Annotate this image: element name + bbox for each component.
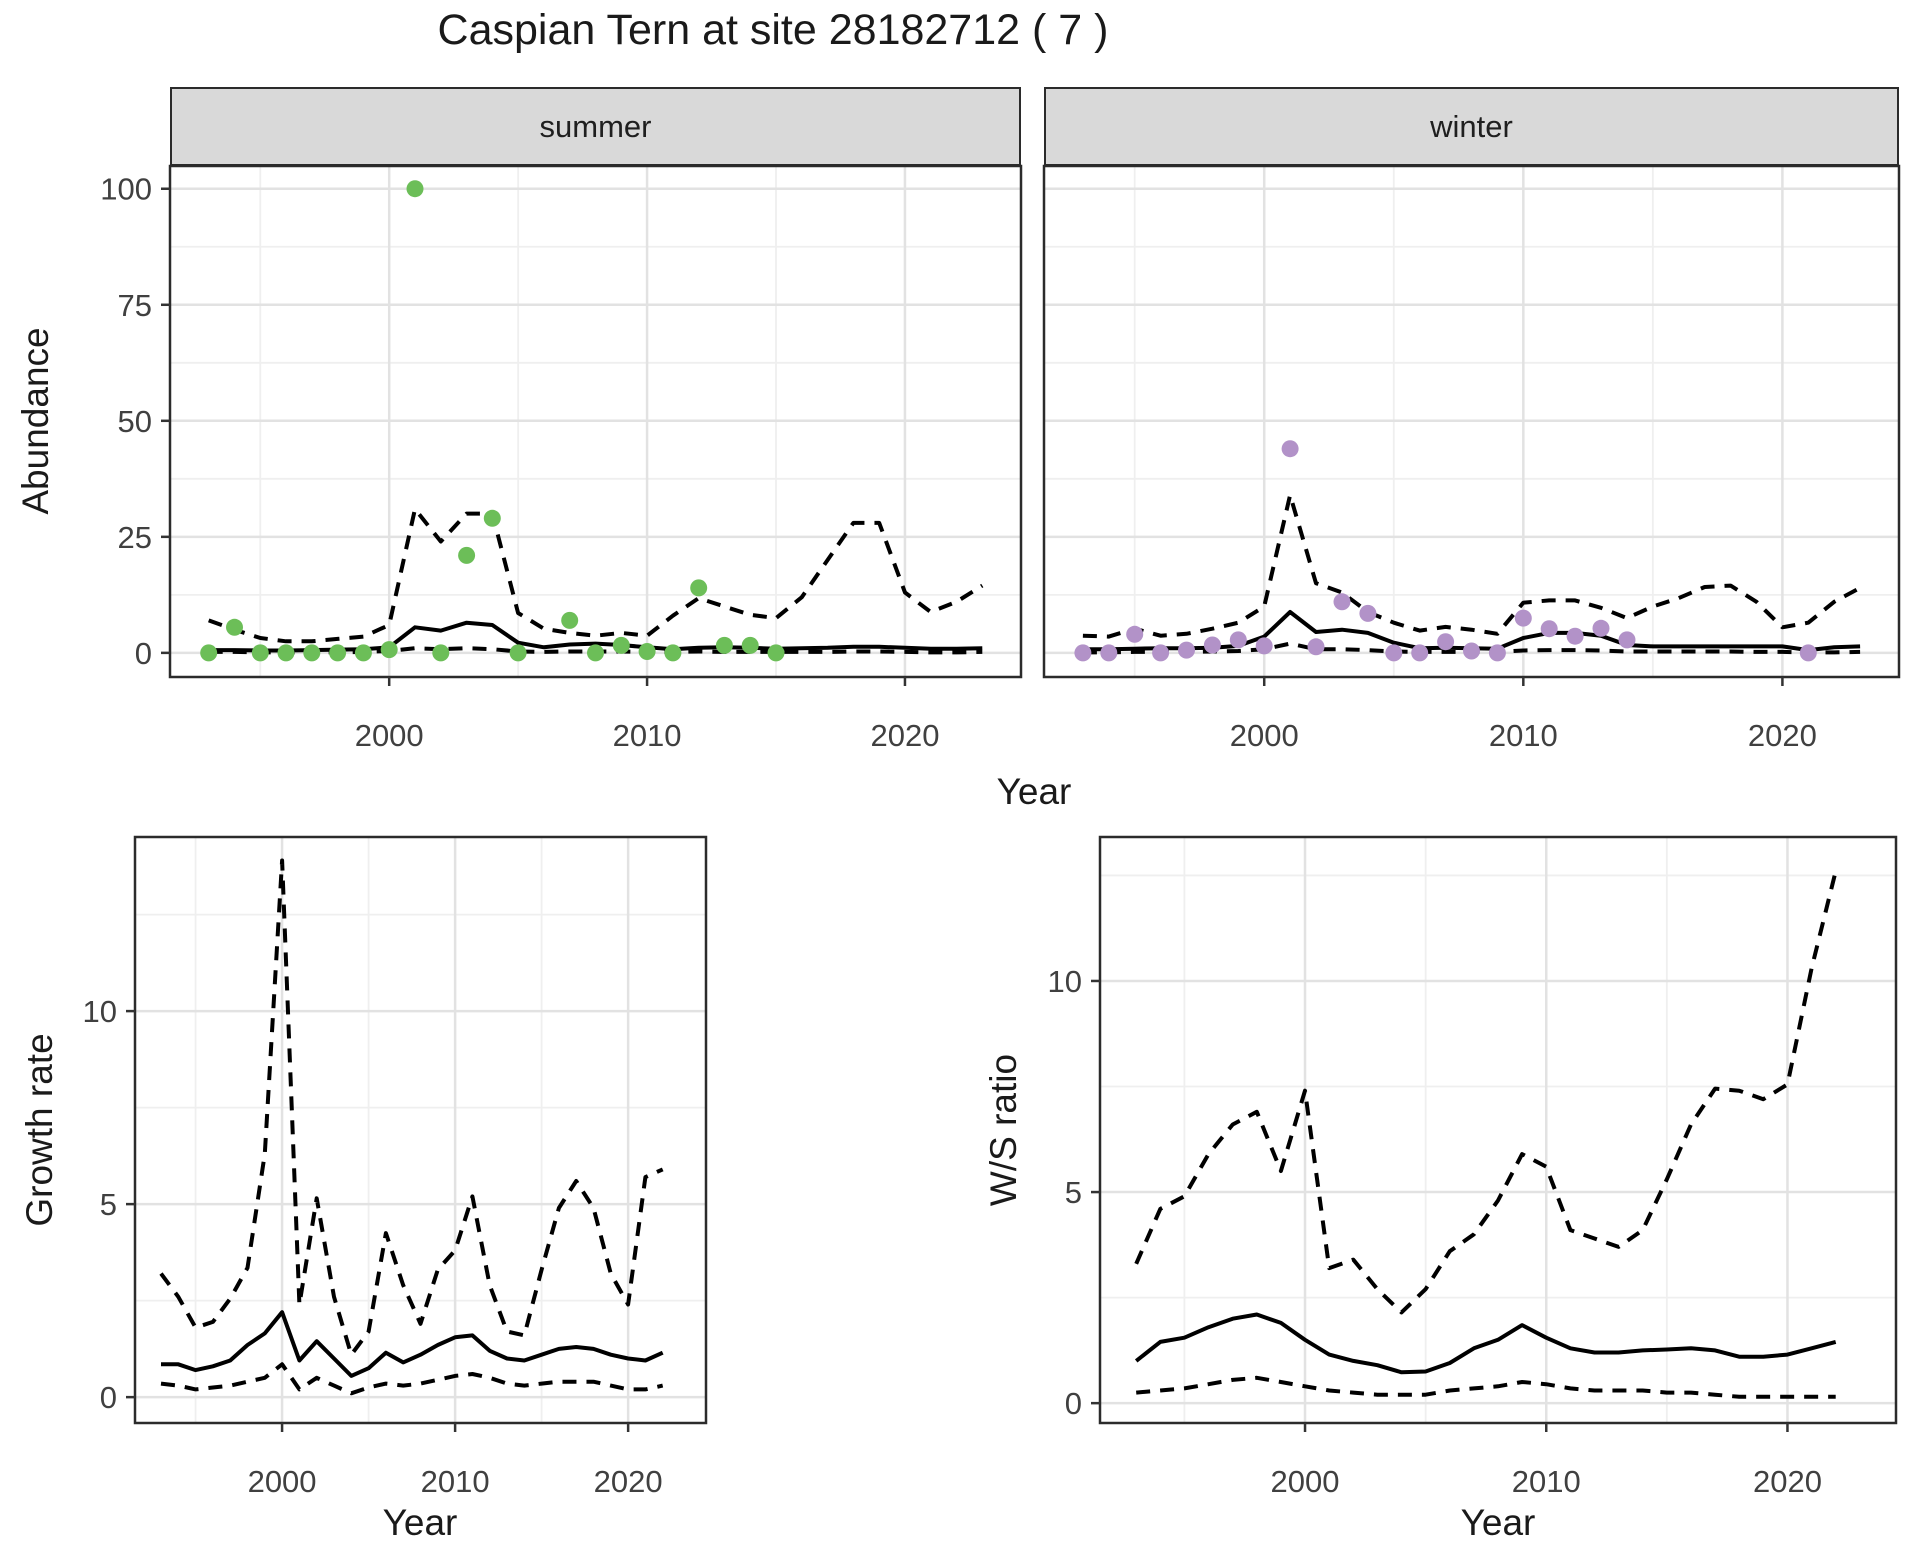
ws-ratio-lower-ci-line xyxy=(1136,1375,1836,1399)
abundance-summer-observation-point xyxy=(432,644,450,662)
growth-rate-upper-ci-line xyxy=(159,858,664,1357)
abundance-winter-observation-point xyxy=(1152,644,1170,662)
growth-rate-border xyxy=(133,835,708,1425)
abundance-summer-observation-point xyxy=(380,641,398,659)
abundance-winter-observation-point xyxy=(1437,633,1455,651)
abundance-summer-upper-ci-line xyxy=(208,507,984,644)
abundance-winter-observation-point xyxy=(1385,644,1403,662)
abundance-winter-observation-point xyxy=(1411,644,1429,662)
facet-strip-winter-label: winter xyxy=(1430,108,1513,144)
abundance-summer-y-tick-label: 25 xyxy=(118,520,152,555)
abundance-summer-x-tick-label: 2010 xyxy=(613,718,682,753)
ws-ratio-background xyxy=(1100,837,1896,1423)
abundance-y-axis-title: Abundance xyxy=(15,327,56,515)
ws-ratio-y-tick-label: 5 xyxy=(1065,1175,1082,1210)
abundance-winter-observation-point xyxy=(1488,644,1506,662)
abundance-winter-observation-point xyxy=(1126,625,1144,643)
abundance-winter-border xyxy=(1042,164,1901,679)
abundance-summer-y-tick-label: 0 xyxy=(135,636,152,671)
abundance-winter-observation-point xyxy=(1074,644,1092,662)
growth-rate-x-tick-label: 2020 xyxy=(594,1464,663,1499)
growth-rate-lower-ci-line xyxy=(160,1362,664,1396)
ws-y-axis-title: W/S ratio xyxy=(983,1053,1024,1207)
ws-ratio-x-tick-label: 2000 xyxy=(1271,1464,1340,1499)
abundance-summer-observation-point xyxy=(612,636,630,654)
growth-rate-median-line xyxy=(161,1310,664,1378)
abundance-summer-observation-point xyxy=(354,644,372,662)
abundance-winter-x-tick-label: 2020 xyxy=(1748,718,1817,753)
abundance-summer-observation-point xyxy=(664,644,682,662)
facet-strip-summer-label: summer xyxy=(539,108,652,144)
abundance-winter-observation-point xyxy=(1100,644,1118,662)
growth-x-axis-title: Year xyxy=(382,1502,458,1543)
abundance-summer-observation-point xyxy=(406,180,424,198)
abundance-winter-observation-point xyxy=(1203,636,1221,654)
abundance-winter-observation-point xyxy=(1592,619,1610,637)
growth-rate-background xyxy=(135,837,706,1423)
ws-ratio-median-line xyxy=(1134,1312,1837,1375)
abundance-summer-y-tick-label: 75 xyxy=(118,288,152,323)
abundance-winter-x-tick-label: 2010 xyxy=(1489,718,1558,753)
abundance-summer-observation-point xyxy=(767,644,785,662)
ws-ratio-border xyxy=(1098,835,1898,1425)
abundance-summer-observation-point xyxy=(690,579,708,597)
ws-ratio-y-tick-label: 0 xyxy=(1065,1386,1082,1421)
abundance-summer-observation-point xyxy=(458,546,476,564)
abundance-winter-observation-point xyxy=(1178,641,1195,659)
abundance-summer-y-tick-label: 50 xyxy=(118,404,152,439)
growth-y-axis-title: Growth rate xyxy=(19,1033,60,1227)
growth-rate-x-tick-label: 2000 xyxy=(248,1464,317,1499)
abundance-winter-observation-point xyxy=(1229,631,1247,649)
facet-strip-winter: winter xyxy=(1044,87,1899,166)
page-title: Caspian Tern at site 28182712 ( 7 ) xyxy=(437,6,1109,54)
abundance-summer-observation-point xyxy=(561,611,579,629)
abundance-summer-x-tick-label: 2000 xyxy=(355,718,424,753)
abundance-summer-observation-point xyxy=(277,644,295,662)
abundance-summer-observation-point xyxy=(638,643,656,660)
abundance-winter-upper-ci-line xyxy=(1082,493,1862,639)
abundance-winter-observation-point xyxy=(1799,644,1817,662)
abundance-winter-observation-point xyxy=(1463,642,1480,660)
growth-rate-y-tick-label: 10 xyxy=(83,994,117,1029)
abundance-summer-observation-point xyxy=(329,644,347,662)
abundance-winter-observation-point xyxy=(1255,637,1273,655)
abundance-summer-observation-point xyxy=(587,644,604,662)
abundance-summer-observation-point xyxy=(200,644,218,662)
abundance-x-axis-title: Year xyxy=(996,771,1072,812)
facet-strip-summer: summer xyxy=(170,87,1021,166)
abundance-winter-observation-point xyxy=(1281,440,1299,458)
ws-ratio-x-tick-label: 2020 xyxy=(1753,1464,1822,1499)
abundance-winter-observation-point xyxy=(1333,593,1351,611)
abundance-summer-observation-point xyxy=(509,644,527,662)
abundance-summer-y-tick-label: 100 xyxy=(100,172,152,207)
abundance-summer-observation-point xyxy=(741,636,759,654)
abundance-winter-observation-point xyxy=(1359,604,1377,622)
abundance-winter-observation-point xyxy=(1514,609,1532,627)
ws-ratio-upper-ci-line xyxy=(1134,870,1838,1315)
abundance-summer-observation-point xyxy=(483,509,501,527)
abundance-winter-x-tick-label: 2000 xyxy=(1230,718,1299,753)
abundance-winter-observation-point xyxy=(1540,620,1558,638)
abundance-summer-observation-point xyxy=(715,636,733,654)
ws-ratio-x-tick-label: 2010 xyxy=(1512,1464,1581,1499)
abundance-summer-observation-point xyxy=(251,644,269,662)
ws-x-axis-title: Year xyxy=(1460,1502,1536,1543)
growth-rate-y-tick-label: 0 xyxy=(100,1380,117,1415)
growth-rate-y-tick-label: 5 xyxy=(100,1187,117,1222)
abundance-summer-observation-point xyxy=(226,618,243,636)
abundance-winter-observation-point xyxy=(1566,627,1584,645)
abundance-winter-observation-point xyxy=(1307,638,1325,656)
growth-rate-x-tick-label: 2010 xyxy=(421,1464,490,1499)
abundance-winter-observation-point xyxy=(1618,631,1636,649)
ws-ratio-y-tick-label: 10 xyxy=(1048,964,1082,999)
abundance-summer-x-tick-label: 2020 xyxy=(870,718,939,753)
abundance-summer-observation-point xyxy=(303,644,321,662)
